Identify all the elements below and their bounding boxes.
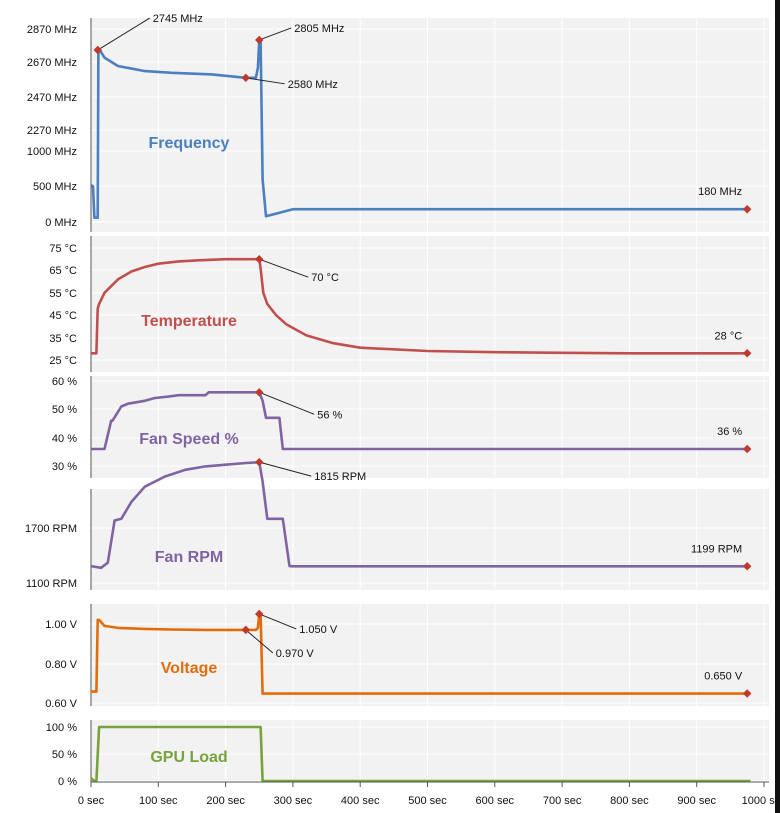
annotation-label: 0.970 V	[276, 648, 315, 660]
panel-title: Frequency	[149, 135, 230, 152]
x-tick-label: 300 sec	[274, 795, 313, 807]
plot-area-4	[91, 604, 769, 706]
y-tick-label: 50 %	[52, 404, 77, 416]
window-edge	[775, 0, 780, 813]
annotation-label: 1199 RPM	[691, 543, 742, 555]
x-tick-label: 1000 sec	[742, 795, 780, 807]
y-tick-label: 100 %	[46, 722, 77, 734]
y-tick-label: 2870 MHz	[27, 24, 77, 36]
y-tick-label: 0.60 V	[45, 698, 77, 710]
y-tick-label: 1.00 V	[45, 619, 77, 631]
annotation-label: 2580 MHz	[288, 79, 338, 91]
y-tick-label: 2670 MHz	[27, 57, 77, 69]
x-tick-label: 600 sec	[476, 795, 515, 807]
y-tick-label: 75 °C	[49, 243, 77, 255]
data-point-marker	[255, 609, 264, 619]
panel-title: Voltage	[161, 660, 218, 677]
annotation-leader	[259, 258, 309, 278]
y-tick-label: 2470 MHz	[27, 92, 77, 104]
annotation-label: 0.650 V	[704, 671, 743, 683]
annotation-leader	[259, 613, 297, 630]
data-point-marker	[742, 349, 752, 358]
panel-title: GPU Load	[150, 749, 227, 766]
data-point-marker	[742, 689, 752, 698]
panel-title: Fan Speed %	[139, 431, 239, 448]
y-tick-label: 40 %	[52, 433, 77, 445]
data-point-marker	[742, 444, 752, 454]
panel-title: Fan RPM	[155, 549, 223, 566]
data-point-marker	[241, 73, 251, 83]
plot-area-5	[91, 720, 769, 782]
plot-area-2	[91, 376, 769, 478]
annotation-label: 1.050 V	[299, 624, 338, 636]
series-line-2	[91, 390, 751, 451]
data-point-marker	[255, 35, 264, 45]
series-line-5	[90, 725, 751, 783]
x-tick-label: 200 sec	[206, 795, 245, 807]
plot-area-1	[91, 236, 769, 372]
y-tick-label: 50 %	[52, 749, 77, 761]
y-tick-label: 30 %	[52, 461, 77, 473]
x-tick-label: 100 sec	[139, 795, 178, 807]
x-tick-label: 900 sec	[677, 795, 716, 807]
annotation-leader	[259, 391, 315, 415]
annotation-leader	[97, 17, 150, 51]
annotation-leader	[245, 629, 274, 654]
annotation-label: 36 %	[717, 426, 742, 438]
y-tick-label: 0.80 V	[45, 659, 77, 671]
y-tick-label: 55 °C	[49, 288, 77, 300]
x-tick-label: 500 sec	[408, 795, 447, 807]
annotation-label: 180 MHz	[698, 186, 742, 198]
data-point-marker	[255, 388, 264, 397]
y-tick-label: 65 °C	[49, 265, 77, 277]
data-point-marker	[742, 562, 752, 571]
x-tick-label: 400 sec	[341, 795, 380, 807]
y-tick-label: 500 MHz	[33, 181, 77, 193]
y-tick-label: 0 %	[58, 776, 77, 788]
x-tick-label: 0 sec	[78, 795, 105, 807]
plot-area-0	[91, 18, 769, 232]
y-tick-label: 45 °C	[49, 310, 77, 322]
y-tick-label: 1100 RPM	[26, 578, 77, 590]
y-tick-label: 1000 MHz	[27, 146, 77, 158]
panel-title: Temperature	[141, 313, 237, 330]
y-tick-label: 25 °C	[49, 355, 77, 367]
y-tick-label: 2270 MHz	[27, 125, 77, 137]
y-tick-label: 60 %	[52, 376, 77, 388]
annotation-label: 2805 MHz	[294, 23, 344, 35]
series-line-3	[90, 460, 751, 570]
annotation-leader	[259, 461, 312, 477]
annotation-label: 70 °C	[311, 272, 339, 284]
annotation-label: 2745 MHz	[153, 13, 203, 25]
series-line-0	[90, 38, 751, 219]
x-tick-label: 700 sec	[543, 795, 582, 807]
y-tick-label: 35 °C	[49, 333, 77, 345]
y-tick-label: 0 MHz	[45, 217, 77, 229]
x-tick-label: 800 sec	[610, 795, 649, 807]
series-line-1	[91, 257, 751, 355]
plot-area-3	[91, 489, 769, 590]
annotation-leader	[245, 77, 285, 85]
annotation-leader	[259, 27, 292, 41]
annotation-label: 1815 RPM	[314, 471, 366, 483]
data-point-marker	[255, 457, 264, 467]
data-point-marker	[255, 254, 264, 264]
data-point-marker	[93, 45, 102, 55]
y-tick-label: 1700 RPM	[25, 523, 77, 535]
annotation-label: 56 %	[317, 409, 342, 421]
annotation-label: 28 °C	[715, 330, 743, 342]
